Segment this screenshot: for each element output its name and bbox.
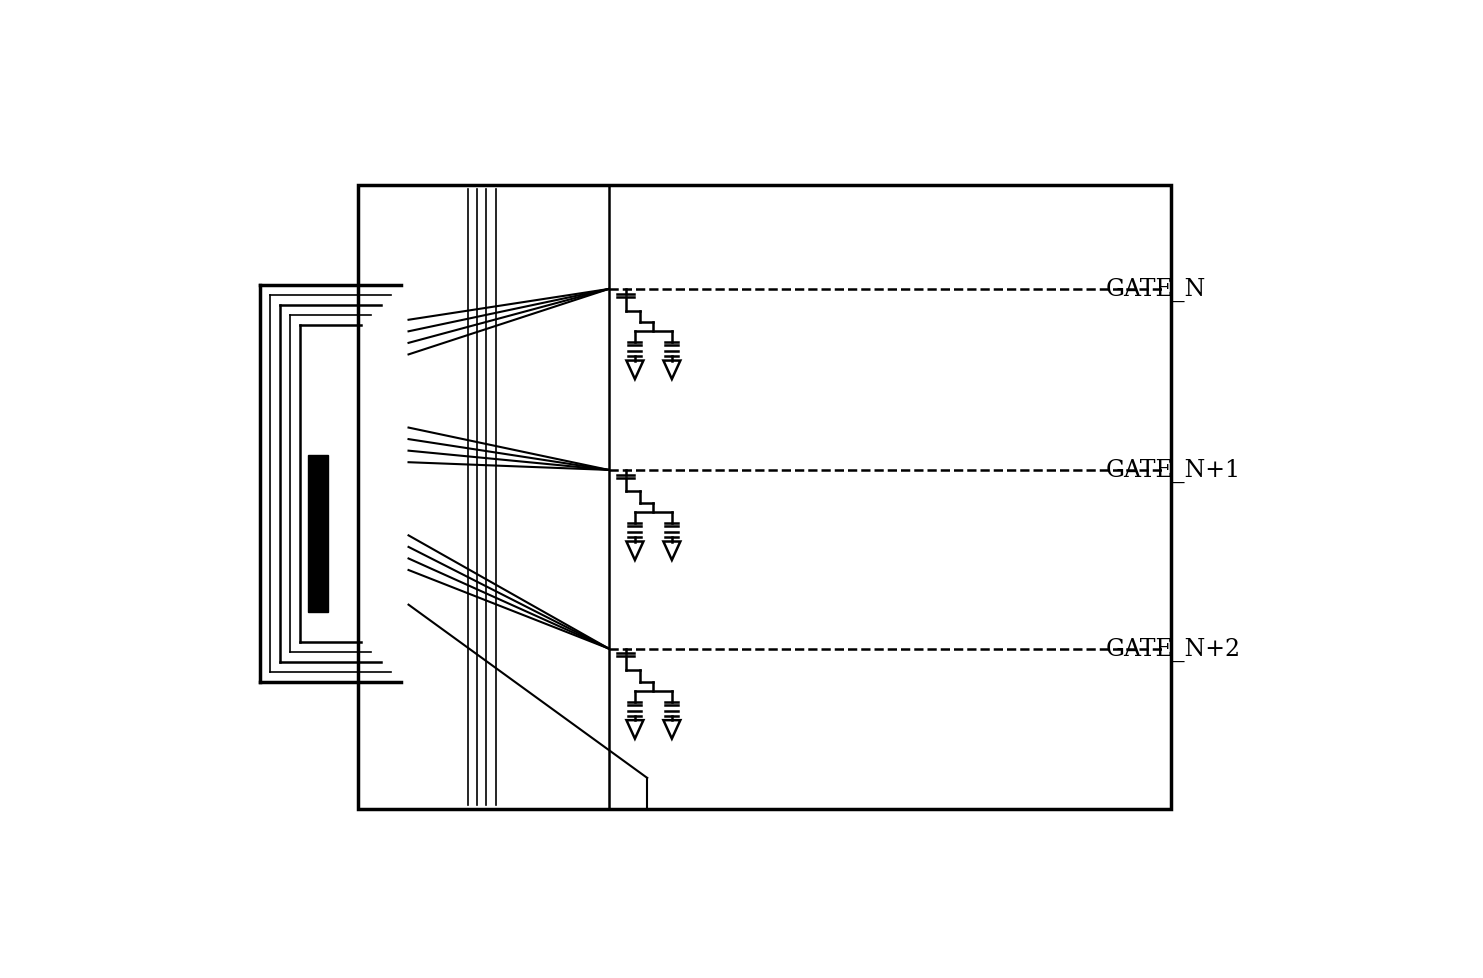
Bar [359, 186, 1172, 809]
Text: GATE_N+1: GATE_N+1 [1105, 459, 1240, 482]
Text: GATE_N: GATE_N [1105, 278, 1206, 302]
Bar [308, 455, 328, 613]
Text: GATE_N+2: GATE_N+2 [1105, 637, 1240, 661]
